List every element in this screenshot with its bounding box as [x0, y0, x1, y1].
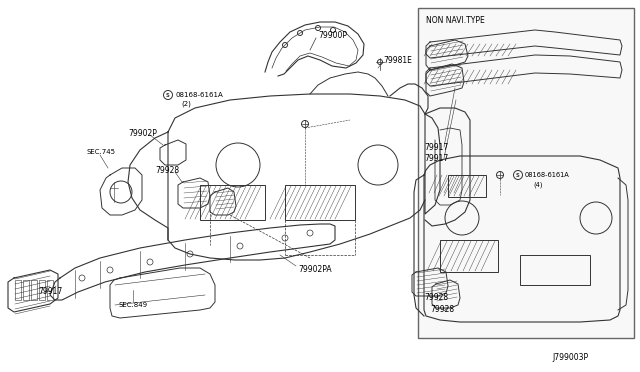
Text: 08168-6161A: 08168-6161A	[525, 172, 570, 178]
Text: 79981E: 79981E	[383, 55, 412, 64]
Text: SEC.849: SEC.849	[118, 302, 147, 308]
Text: SEC.745: SEC.745	[86, 149, 115, 155]
Text: (2): (2)	[181, 101, 191, 107]
Bar	[39, 280, 45, 300]
Bar	[47, 280, 53, 300]
Bar	[285, 185, 355, 220]
Bar	[31, 280, 37, 300]
Bar	[520, 255, 590, 285]
Text: 79902PA: 79902PA	[298, 266, 332, 275]
Bar	[440, 240, 498, 272]
Text: 79928: 79928	[155, 166, 179, 174]
Bar	[15, 280, 21, 300]
Bar	[436, 174, 466, 194]
Bar	[418, 8, 634, 338]
Bar	[23, 280, 29, 300]
Text: 79917: 79917	[424, 142, 448, 151]
Text: 79900P: 79900P	[318, 31, 347, 39]
Text: 79917: 79917	[38, 288, 62, 296]
Bar	[448, 175, 486, 197]
Text: J799003P: J799003P	[552, 353, 588, 362]
Text: NON NAVI.TYPE: NON NAVI.TYPE	[426, 16, 484, 25]
Bar	[200, 185, 265, 220]
Text: 79917: 79917	[424, 154, 448, 163]
Text: S: S	[516, 173, 520, 177]
Text: 79902P: 79902P	[128, 128, 157, 138]
Text: 79928: 79928	[430, 305, 454, 314]
Text: 08168-6161A: 08168-6161A	[175, 92, 223, 98]
Text: S: S	[166, 93, 170, 97]
Text: (4): (4)	[533, 182, 543, 188]
Text: 79928: 79928	[424, 294, 448, 302]
